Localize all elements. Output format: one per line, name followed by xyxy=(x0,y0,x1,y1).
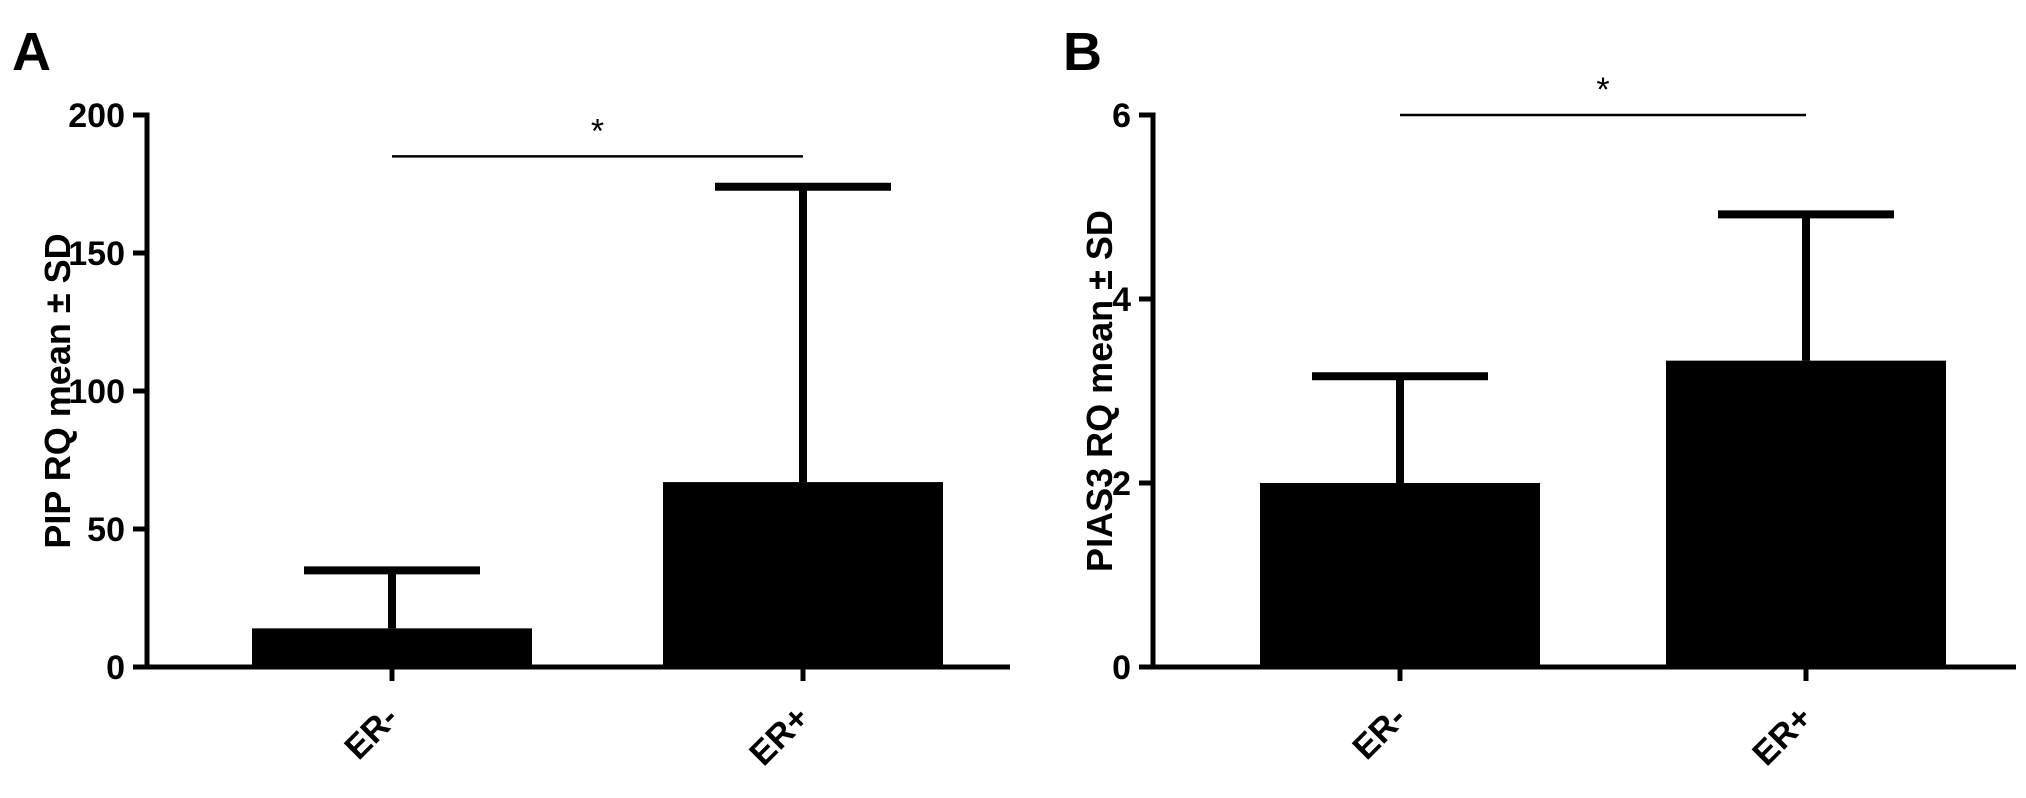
panel-letter: B xyxy=(1063,22,1102,82)
bar xyxy=(1260,483,1540,667)
y-tick-label: 4 xyxy=(1112,281,1131,319)
y-tick-label: 0 xyxy=(1112,649,1131,687)
y-tick-label: 6 xyxy=(1112,97,1131,135)
significance-marker: * xyxy=(1596,71,1609,109)
x-category-label: ER+ xyxy=(1745,699,1819,773)
x-category-label: ER- xyxy=(337,699,405,767)
bar xyxy=(663,482,943,667)
y-axis-title: PIP RQ mean ± SD xyxy=(37,233,78,548)
y-tick-label: 150 xyxy=(68,235,125,273)
bar xyxy=(1666,360,1946,667)
panel-a-chart: A 0 50 100 150 200 PIP RQ mean ± SD ER- ER+ * xyxy=(12,22,1010,773)
y-tick-label: 50 xyxy=(87,511,125,549)
bar xyxy=(252,628,532,667)
y-tick-label: 100 xyxy=(68,373,125,411)
y-tick-label: 2 xyxy=(1112,465,1131,503)
panel-letter: A xyxy=(12,22,51,82)
y-tick-label: 200 xyxy=(68,97,125,135)
y-tick-label: 0 xyxy=(106,649,125,687)
panel-b-chart: B 0 2 4 6 PIAS3 RQ mean ± SD ER- ER+ * xyxy=(1063,22,2016,773)
y-axis-title: PIAS3 RQ mean ± SD xyxy=(1079,210,1120,572)
significance-marker: * xyxy=(591,112,604,150)
x-category-label: ER- xyxy=(1345,699,1413,767)
x-category-label: ER+ xyxy=(742,699,816,773)
